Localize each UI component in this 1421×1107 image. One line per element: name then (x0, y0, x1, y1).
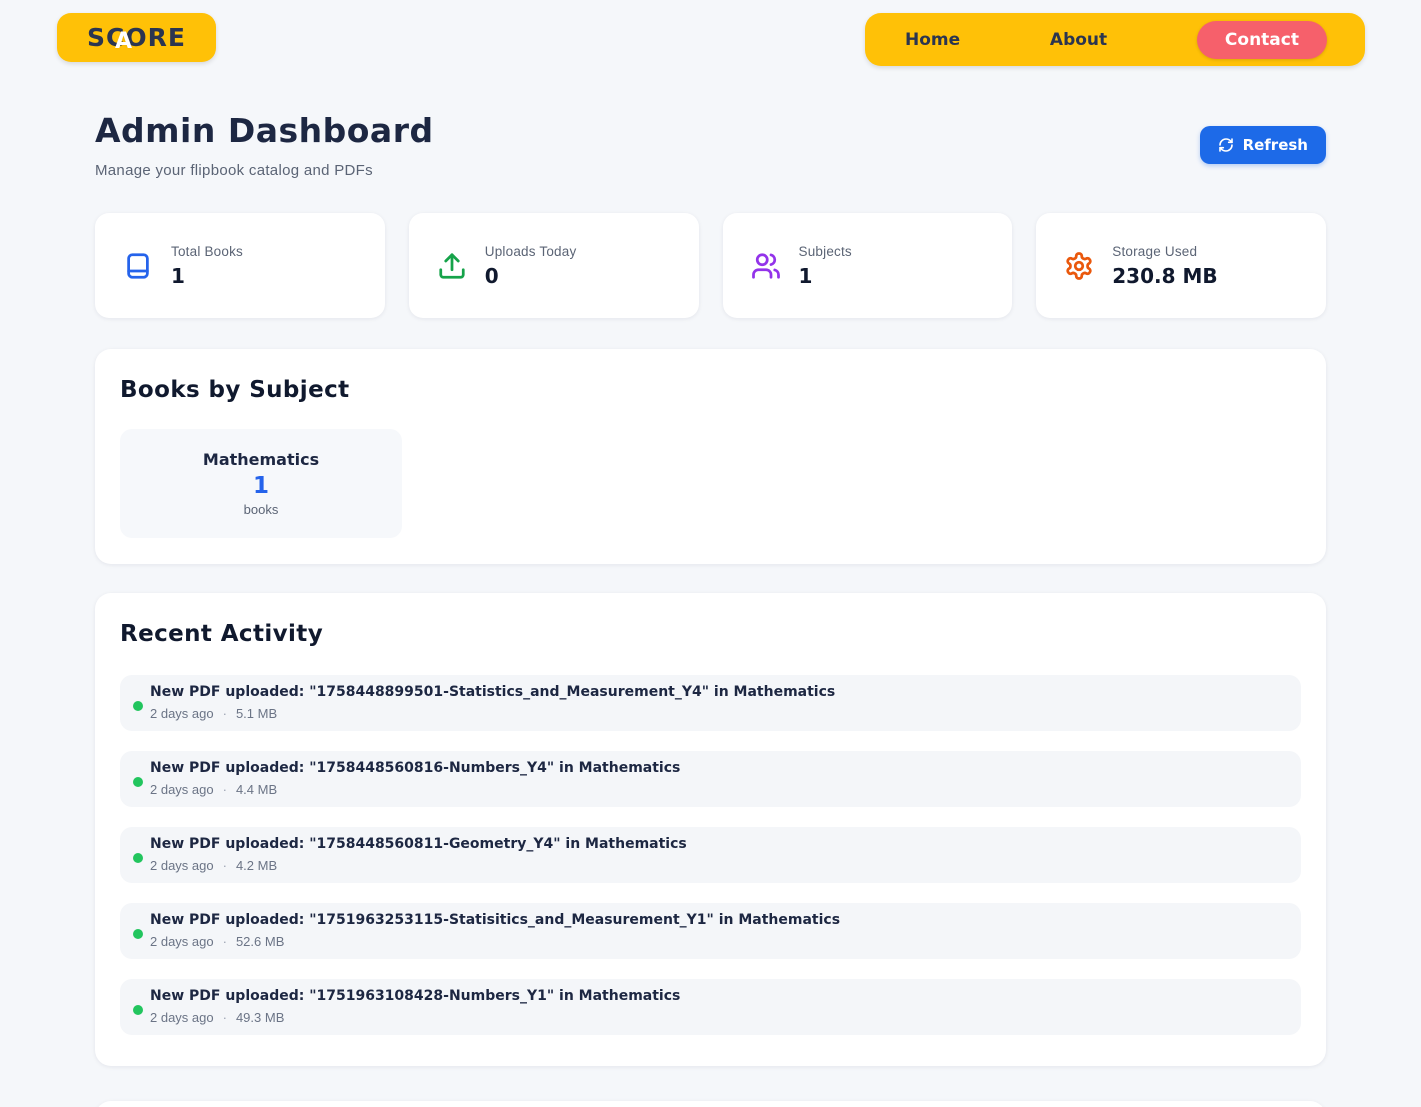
activity-title: New PDF uploaded: "1758448560811-Geometr… (150, 836, 687, 852)
meta-separator: · (222, 1010, 227, 1025)
activity-row: New PDF uploaded: "1751963253115-Statisi… (120, 903, 1301, 959)
activity-time: 2 days ago (150, 782, 214, 797)
gear-icon (1064, 251, 1094, 281)
subject-count-unit: books (243, 502, 279, 517)
book-icon (123, 251, 153, 281)
stat-label: Storage Used (1112, 243, 1198, 259)
recent-activity-section: Recent Activity New PDF uploaded: "17584… (95, 593, 1326, 1066)
activity-meta: 2 days ago · 4.2 MB (150, 858, 1281, 873)
stat-card-subjects: Subjects 1 (722, 213, 1013, 318)
status-dot-icon (133, 701, 143, 711)
activity-size: 5.1 MB (235, 706, 278, 721)
stat-label: Subjects (798, 243, 852, 259)
activity-time: 2 days ago (150, 706, 214, 721)
books-by-subject-title: Books by Subject (120, 377, 350, 403)
activity-time: 2 days ago (150, 858, 214, 873)
brand-logo[interactable]: SCORE A (57, 13, 216, 62)
activity-meta: 2 days ago · 49.3 MB (150, 1010, 1281, 1025)
topbar: SCORE A Home About Contact (0, 0, 1421, 66)
activity-row: New PDF uploaded: "1751963108428-Numbers… (120, 979, 1301, 1035)
stats-row: Total Books 1 Uploads Today 0 (95, 213, 1326, 318)
brand-overlay-letter: A (115, 29, 133, 54)
activity-title: New PDF uploaded: "1758448560816-Numbers… (150, 760, 681, 776)
activity-title: New PDF uploaded: "1758448899501-Statist… (150, 684, 836, 700)
activity-time: 2 days ago (150, 934, 214, 949)
nav-item-home[interactable]: Home (905, 29, 961, 50)
stat-label: Uploads Today (484, 243, 577, 259)
main-nav: Home About Contact (865, 13, 1365, 66)
stat-value: 1 (171, 263, 185, 288)
status-dot-icon (133, 929, 143, 939)
subject-book-count: 1 (252, 473, 269, 499)
nav-contact-button[interactable]: Contact (1196, 20, 1327, 59)
stat-value: 230.8 MB (1112, 263, 1218, 288)
activity-time: 2 days ago (150, 1010, 214, 1025)
activity-size: 4.4 MB (235, 782, 278, 797)
stat-card-total-books: Total Books 1 (95, 213, 385, 318)
users-icon (751, 251, 781, 281)
status-dot-icon (133, 853, 143, 863)
status-dot-icon (133, 777, 143, 787)
page-subtitle: Manage your flipbook catalog and PDFs (95, 162, 373, 179)
refresh-icon (1218, 137, 1234, 153)
recent-activity-title: Recent Activity (120, 621, 324, 647)
subject-grid: Mathematics 1 books (120, 429, 1301, 538)
refresh-button[interactable]: Refresh (1199, 126, 1326, 164)
stat-card-storage-used: Storage Used 230.8 MB (1036, 213, 1326, 318)
activity-meta: 2 days ago · 52.6 MB (150, 934, 1281, 949)
activity-meta: 2 days ago · 4.4 MB (150, 782, 1281, 797)
activity-title: New PDF uploaded: "1751963108428-Numbers… (150, 988, 681, 1004)
nav-item-about[interactable]: About (1049, 29, 1108, 50)
activity-row: New PDF uploaded: "1758448560816-Numbers… (120, 751, 1301, 807)
activity-row: New PDF uploaded: "1758448899501-Statist… (120, 675, 1301, 731)
activity-size: 4.2 MB (235, 858, 278, 873)
meta-separator: · (222, 934, 227, 949)
meta-separator: · (222, 706, 227, 721)
stat-value: 0 (484, 263, 499, 288)
meta-separator: · (222, 782, 227, 797)
stat-label: Total Books (171, 243, 243, 259)
activity-size: 49.3 MB (235, 1010, 285, 1025)
meta-separator: · (222, 858, 227, 873)
activity-title: New PDF uploaded: "1751963253115-Statisi… (150, 912, 841, 928)
status-dot-icon (133, 1005, 143, 1015)
next-section-card-partial (95, 1101, 1326, 1107)
activity-list: New PDF uploaded: "1758448899501-Statist… (120, 675, 1301, 1035)
activity-row: New PDF uploaded: "1758448560811-Geometr… (120, 827, 1301, 883)
activity-meta: 2 days ago · 5.1 MB (150, 706, 1281, 721)
upload-icon (437, 251, 467, 281)
refresh-button-label: Refresh (1242, 136, 1308, 154)
stat-card-uploads-today: Uploads Today 0 (408, 213, 699, 318)
books-by-subject-section: Books by Subject Mathematics 1 books (95, 349, 1326, 564)
brand-name: SCORE (87, 23, 186, 52)
page-title: Admin Dashboard (95, 111, 434, 150)
subject-tile-mathematics: Mathematics 1 books (120, 429, 402, 538)
activity-size: 52.6 MB (235, 934, 285, 949)
stat-value: 1 (798, 263, 813, 288)
subject-name: Mathematics (202, 450, 320, 469)
page-header: Admin Dashboard Manage your flipbook cat… (95, 111, 1326, 179)
